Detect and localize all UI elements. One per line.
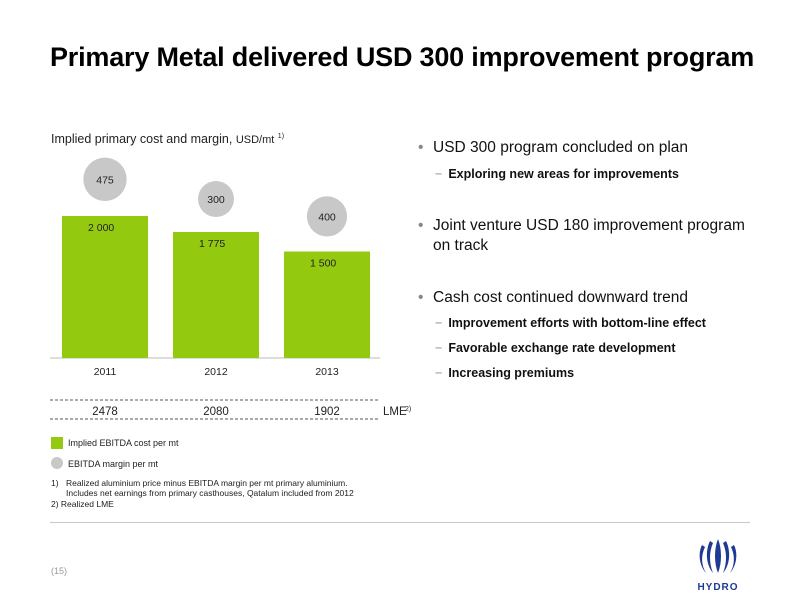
bar-2013 — [284, 251, 370, 358]
legend-swatch-cost — [51, 437, 63, 449]
bar-value-label-2013: 1 500 — [310, 258, 336, 270]
x-tick-label-2013: 2013 — [315, 366, 339, 378]
bullet-3-sub-2-text: Favorable exchange rate development — [448, 341, 676, 355]
bullet-3-sub-3-text: Increasing premiums — [448, 366, 575, 380]
page-number: (15) — [51, 566, 68, 576]
x-tick-label-2012: 2012 — [204, 366, 228, 378]
bullet-dot: • — [418, 139, 424, 156]
margin-value-label-2012: 300 — [207, 194, 225, 206]
lme-value-2013: 1902 — [314, 406, 340, 418]
chart-title-text: Implied primary cost and margin, — [51, 132, 233, 146]
dash-marker: − — [435, 366, 443, 380]
margin-value-label-2013: 400 — [318, 211, 336, 223]
bullet-3-sub-3: − Increasing premiums — [435, 366, 574, 380]
x-tick-label-2011: 2011 — [94, 366, 117, 378]
footnote-1-line-1: Realized aluminium price minus EBITDA ma… — [66, 478, 348, 488]
footnote-2: 2) Realized LME — [51, 499, 114, 509]
dash-marker: − — [435, 167, 443, 181]
bullet-3-sub-2: − Favorable exchange rate development — [435, 341, 675, 355]
hydro-logo-text: HYDRO — [697, 582, 738, 593]
footer-divider — [50, 522, 750, 523]
lme-value-2012: 2080 — [203, 406, 229, 418]
dash-marker: − — [435, 316, 443, 330]
bar-value-label-2011: 2 000 — [88, 222, 114, 234]
bullet-1-sub-1: − Exploring new areas for improvements — [435, 167, 679, 181]
footnote-1-number: 1) — [51, 478, 59, 488]
chart-title-footnote: 1) — [277, 133, 285, 140]
margin-value-label-2011: 475 — [96, 174, 114, 186]
bullet-3-text: Cash cost continued downward trend — [433, 289, 689, 306]
bar-value-label-2012: 1 775 — [199, 238, 225, 250]
hydro-logo: HYDRO — [697, 539, 738, 593]
bullet-dot: • — [418, 289, 424, 306]
margin-circle-2013 — [306, 196, 348, 237]
bullet-1-text: USD 300 program concluded on plan — [433, 139, 689, 156]
margin-circle-2011 — [83, 157, 127, 201]
margin-circle-2012 — [198, 180, 234, 217]
lme-label: LME — [383, 406, 407, 418]
chart-title: Implied primary cost and margin, USD/mt … — [51, 132, 284, 146]
footnote-1-line-2: Includes net earnings from primary casth… — [66, 488, 354, 498]
bar-2011 — [62, 216, 148, 358]
bullet-1-sub-1-text: Exploring new areas for improvements — [448, 167, 679, 181]
lme-label-footnote: 2) — [405, 406, 411, 413]
dash-marker: − — [435, 341, 443, 355]
hydro-logo-mark — [699, 539, 737, 573]
bullet-3-sub-1: − Improvement efforts with bottom-line ef… — [435, 316, 706, 330]
legend-label-margin: EBITDA margin per mt — [68, 459, 159, 469]
bullet-2-text: Joint venture USD 180 improvement progra… — [433, 217, 745, 254]
bullet-3-sub-1-text: Improvement efforts with bottom-line eff… — [448, 316, 706, 330]
lme-value-2011: 2478 — [92, 406, 118, 418]
bullet-dot: • — [418, 217, 424, 234]
chart-title-unit: USD/mt — [235, 134, 275, 146]
bar-2012 — [173, 231, 259, 358]
legend-label-cost: Implied EBITDA cost per mt — [68, 438, 179, 448]
slide-title: Primary Metal delivered USD 300 improvem… — [50, 42, 755, 72]
legend-swatch-margin — [51, 457, 63, 469]
